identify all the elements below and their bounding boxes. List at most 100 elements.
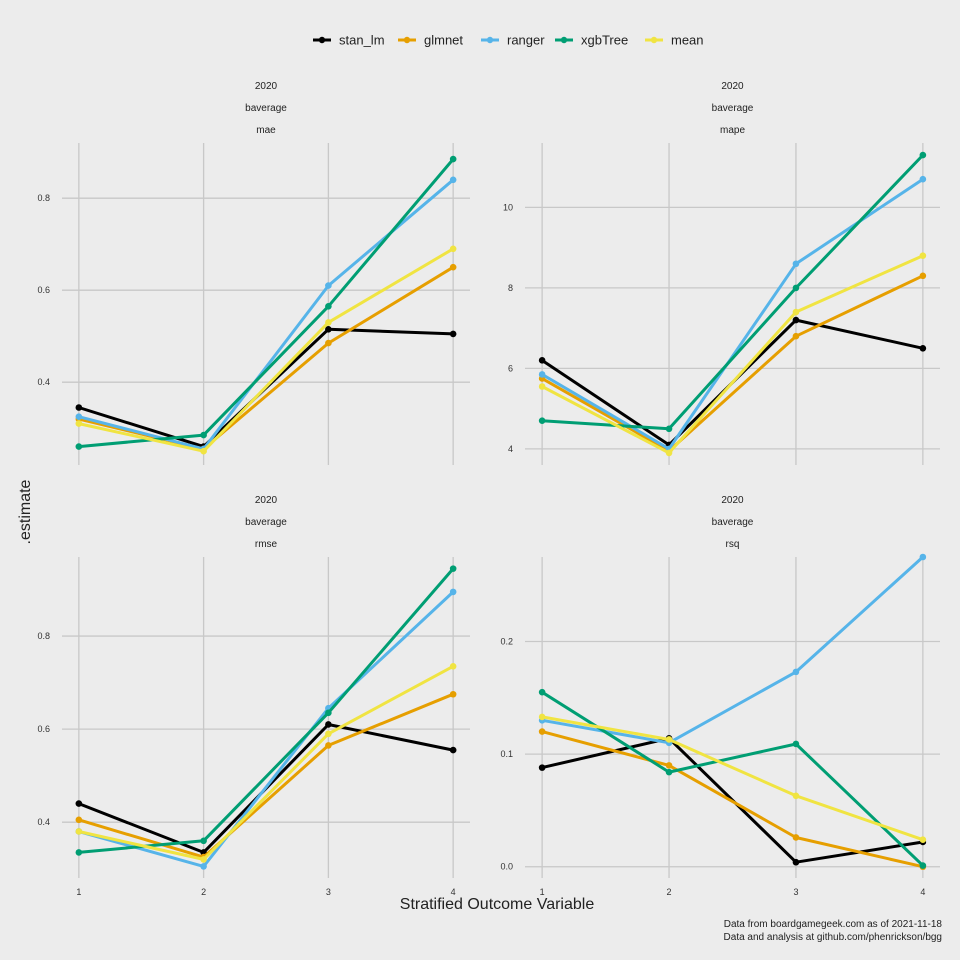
gridlines	[62, 143, 470, 465]
series-mean	[75, 245, 457, 455]
strip-label: rmse	[255, 539, 278, 550]
legend-key-point	[486, 36, 494, 44]
data-point-stan_lm	[792, 316, 800, 324]
strip-label: 2020	[721, 81, 744, 92]
legend-label: xgbTree	[581, 33, 628, 48]
series-line-mean	[541, 715, 924, 842]
panel-mae: 2020 baverage mae 0.4 0.6 0.8	[37, 81, 470, 465]
series-line-ranger	[78, 178, 455, 451]
y-tick-label: 0.4	[37, 817, 50, 827]
y-tick-label: 0.4	[37, 377, 50, 387]
data-point-ranger	[449, 588, 457, 596]
x-tick-label: 1	[540, 887, 545, 897]
data-point-xgbTree	[538, 688, 546, 696]
data-point-stan_lm	[75, 800, 83, 807]
gridlines	[525, 143, 940, 465]
data-point-ranger	[919, 175, 927, 183]
legend-key-point	[650, 36, 658, 44]
data-point-mean	[325, 730, 332, 738]
caption-line-1: Data from boardgamegeek.com as of 2021-1…	[724, 919, 943, 930]
series-line-glmnet	[78, 265, 454, 451]
legend-label: glmnet	[424, 33, 463, 48]
series-line-xgbTree	[541, 690, 924, 867]
legend-item-glmnet: glmnet	[398, 33, 463, 48]
y-tick-label: 0.8	[37, 631, 50, 641]
legend-item-ranger: ranger	[481, 33, 545, 48]
data-point-mean	[919, 836, 927, 844]
data-point-glmnet	[538, 728, 546, 735]
gridlines	[525, 557, 940, 878]
series-line-xgbTree	[78, 158, 455, 449]
data-point-glmnet	[449, 263, 457, 271]
data-point-stan_lm	[538, 764, 546, 771]
x-tick-label: 3	[793, 887, 798, 897]
data-point-xgbTree	[665, 425, 673, 433]
data-point-glmnet	[792, 332, 800, 340]
caption-line-2: Data and analysis at github.com/phenrick…	[724, 932, 942, 943]
data-point-xgbTree	[449, 155, 457, 163]
y-axis-title: .estimate	[17, 479, 34, 544]
legend-item-xgbTree: xgbTree	[555, 33, 628, 48]
series-line-glmnet	[541, 274, 924, 453]
data-point-ranger	[792, 668, 800, 676]
series-xgbTree	[75, 155, 457, 450]
y-tick-label: 0.1	[500, 749, 513, 759]
data-point-xgbTree	[325, 303, 332, 310]
data-point-glmnet	[75, 816, 83, 824]
data-point-stan_lm	[919, 344, 927, 352]
legend: stan_lm glmnet ranger xgbTree mean	[313, 33, 704, 48]
series-line-ranger	[541, 177, 924, 451]
y-tick-label: 10	[503, 202, 513, 212]
data-point-xgbTree	[200, 431, 207, 439]
data-point-xgbTree	[200, 837, 207, 845]
y-tick-label: 8	[508, 283, 513, 293]
gridlines	[62, 557, 470, 878]
strip-label: mape	[720, 125, 745, 136]
x-tick-label: 3	[326, 887, 331, 897]
series-mean	[75, 663, 457, 863]
strip-label: 2020	[255, 81, 278, 92]
y-tick-label: 0.6	[37, 724, 50, 734]
series-mean	[538, 713, 927, 844]
data-point-xgbTree	[75, 849, 83, 856]
series-line-mean	[541, 254, 924, 455]
facet-panels: 2020 baverage mae 0.4 0.6 0.8 2020 baverage mape…	[37, 81, 940, 897]
legend-item-mean: mean	[645, 33, 704, 48]
y-tick-label: 4	[508, 444, 513, 454]
data-point-xgbTree	[665, 768, 673, 776]
legend-label: stan_lm	[339, 33, 385, 48]
legend-label: mean	[671, 33, 704, 48]
data-point-ranger	[919, 553, 927, 561]
data-point-xgbTree	[449, 565, 457, 572]
data-point-stan_lm	[792, 858, 800, 866]
data-point-glmnet	[325, 742, 332, 749]
panel-rmse: 2020 baverage rmse 0.4 0.6 0.8 1 2 3 4	[37, 495, 470, 897]
series-line-xgbTree	[78, 567, 455, 854]
data-point-xgbTree	[538, 417, 546, 425]
x-tick-label: 4	[920, 887, 925, 897]
data-point-mean	[200, 447, 207, 455]
series-ranger	[75, 176, 457, 453]
legend-key-point	[560, 36, 568, 44]
data-point-stan_lm	[538, 357, 546, 364]
strip-label: baverage	[712, 517, 754, 528]
series-xgbTree	[75, 565, 457, 856]
series-line-xgbTree	[542, 154, 924, 431]
data-point-ranger	[538, 371, 546, 378]
data-point-mean	[919, 252, 927, 259]
data-point-mean	[75, 828, 83, 835]
data-point-glmnet	[792, 834, 800, 841]
data-point-xgbTree	[75, 443, 83, 450]
data-point-xgbTree	[919, 862, 927, 869]
x-tick-label: 2	[201, 887, 206, 897]
data-point-mean	[792, 308, 800, 316]
strip-label: mae	[256, 125, 276, 136]
strip-label: 2020	[255, 495, 278, 506]
y-tick-label: 0.0	[500, 862, 513, 872]
y-tick-label: 0.2	[500, 636, 513, 646]
data-point-stan_lm	[449, 746, 457, 754]
strip-label: rsq	[726, 539, 740, 550]
strip-label: baverage	[245, 517, 287, 528]
data-point-glmnet	[325, 339, 332, 347]
data-point-stan_lm	[325, 721, 332, 728]
